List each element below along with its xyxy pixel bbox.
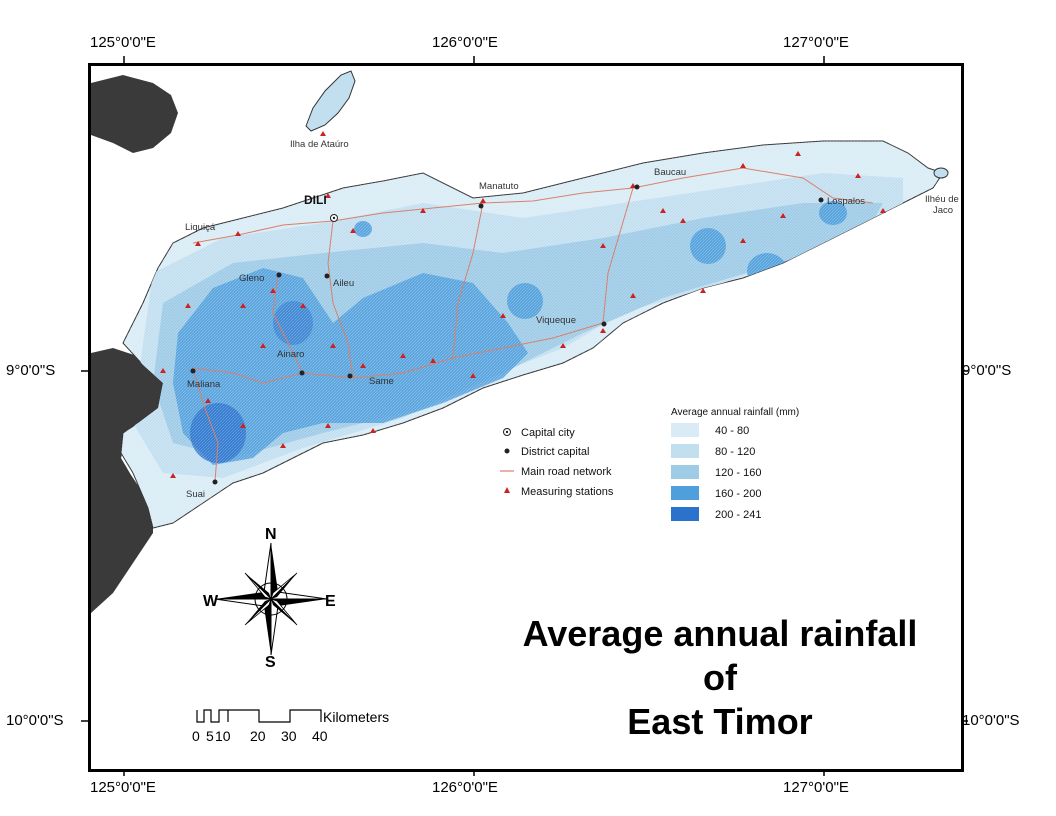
compass-e: E (325, 593, 336, 610)
map-title: Average annual rainfall of East Timor (470, 612, 970, 744)
latitude-label-10-right: 10°0'0"S (962, 712, 1020, 729)
map-title-line-1: Average annual rainfall (522, 613, 918, 654)
scale-bar-unit: Kilometers (323, 709, 389, 725)
alor-island-land (91, 75, 178, 153)
map-title-line-3: East Timor (627, 701, 813, 742)
rainfall-legend: Average annual rainfall (mm) 40 - 80 80 -… (671, 407, 799, 521)
label-maliana: Maliana (187, 379, 221, 390)
longitude-label-127: 127°0'0"E (783, 34, 849, 51)
label-lospalos: Lospalos (827, 196, 865, 207)
legend-class-label-1: 80 - 120 (715, 446, 755, 458)
symbols-legend: Capital city District capital Main road … (500, 427, 614, 498)
legend-swatch-3 (671, 486, 699, 500)
atauro-island (305, 70, 356, 132)
legend-capital-label: Capital city (521, 427, 575, 439)
longitude-label-126-bottom: 126°0'0"E (432, 779, 498, 796)
latitude-label-10: 10°0'0"S (6, 712, 64, 729)
road-network (192, 167, 874, 482)
longitude-label-127-bottom: 127°0'0"E (783, 779, 849, 796)
legend-class-label-2: 120 - 160 (715, 467, 761, 479)
label-atauro: Ilha de Ataúro (290, 139, 349, 150)
scale-tick-0: 0 (192, 728, 200, 744)
legend-station-label: Measuring stations (521, 486, 614, 498)
legend-swatch-0 (671, 423, 699, 437)
measuring-stations (160, 131, 886, 478)
map-canvas: Ilha de Ataúro DILI Liquiçá Manatuto Bau… (91, 70, 959, 744)
latitude-label-9-right: 9°0'0"S (962, 362, 1012, 379)
legend-district-label: District capital (521, 446, 589, 458)
longitude-label-126: 126°0'0"E (432, 34, 498, 51)
label-viqueque: Viqueque (536, 315, 576, 326)
legend-swatch-1 (671, 444, 699, 458)
label-gleno: Gleno (239, 273, 264, 284)
map-frame: Ilha de Ataúro DILI Liquiçá Manatuto Bau… (88, 63, 964, 772)
legend-swatch-2 (671, 465, 699, 479)
compass-s: S (265, 654, 276, 671)
longitude-label-125: 125°0'0"E (90, 34, 156, 51)
latitude-label-9: 9°0'0"S (6, 362, 56, 379)
label-jaco: Ilhéu de Jaco (925, 194, 959, 216)
compass-rose: N S E W (203, 526, 336, 671)
jaco-island (933, 167, 949, 179)
label-suai: Suai (186, 489, 205, 500)
label-liquica: Liquiçá (185, 222, 216, 233)
scale-tick-20: 20 (250, 728, 266, 744)
scale-tick-30: 30 (281, 728, 297, 744)
compass-n: N (265, 526, 277, 543)
label-baucau: Baucau (654, 167, 686, 178)
label-ainaro: Ainaro (277, 349, 304, 360)
label-same: Same (369, 376, 394, 387)
district-capitals (190, 184, 824, 485)
scale-tick-10: 10 (215, 728, 231, 744)
longitude-label-125-bottom: 125°0'0"E (90, 779, 156, 796)
rainfall-legend-title: Average annual rainfall (mm) (671, 407, 799, 418)
map-title-line-2: of (703, 657, 737, 698)
legend-station-icon (504, 487, 510, 493)
legend-class-label-3: 160 - 200 (715, 488, 761, 500)
legend-class-label-0: 40 - 80 (715, 425, 749, 437)
scale-tick-40: 40 (312, 728, 328, 744)
label-dili: DILI (304, 193, 327, 207)
legend-district-icon (504, 448, 510, 454)
label-aileu: Aileu (333, 278, 354, 289)
legend-road-label: Main road network (521, 466, 612, 478)
scale-bar: Kilometers 0 5 10 20 30 40 (192, 709, 389, 744)
label-manatuto: Manatuto (479, 181, 519, 192)
compass-w: W (203, 593, 219, 610)
scale-tick-5: 5 (206, 728, 214, 744)
legend-class-label-4: 200 - 241 (715, 509, 761, 521)
legend-swatch-4 (671, 507, 699, 521)
